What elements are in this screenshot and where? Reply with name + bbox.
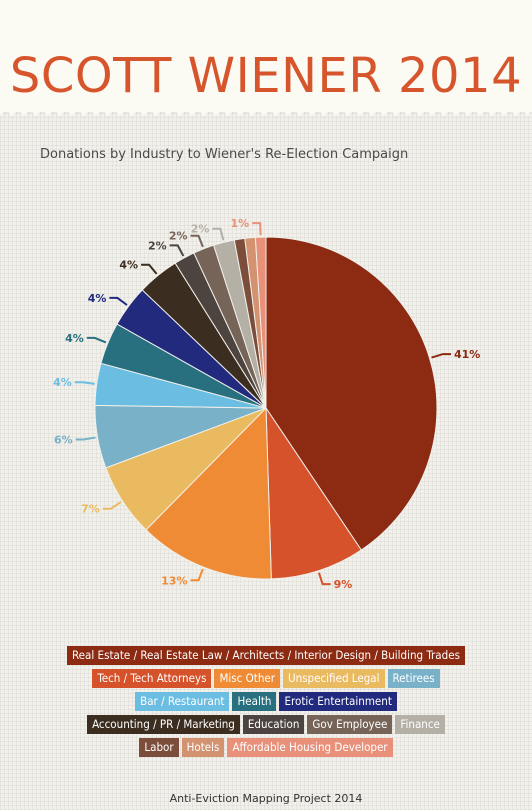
slice-leader-line xyxy=(190,234,204,248)
slice-leader-line xyxy=(190,568,204,582)
slice-percent-label: 9% xyxy=(334,578,353,591)
legend-item: Unspecified Legal xyxy=(283,669,385,688)
slice-leader-line xyxy=(141,263,158,275)
pie-chart: 41%9%13%7%6%4%4%4%4%2%2%2% 1% xyxy=(53,217,480,591)
slice-leader-line xyxy=(74,381,95,385)
banner-zigzag-edge xyxy=(0,108,532,116)
legend-item: Gov Employee xyxy=(307,715,393,734)
slice-percent-label: 1% xyxy=(231,217,250,230)
legend-item: Affordable Housing Developer xyxy=(227,738,393,757)
slice-leader-line xyxy=(212,227,225,241)
legend-item: Tech / Tech Attorneys xyxy=(92,669,212,688)
slice-percent-label: 4% xyxy=(65,332,84,345)
legend-row: Labor Hotels Affordable Housing Developer xyxy=(139,738,393,757)
page-title: SCOTT WIENER 2014 xyxy=(9,48,523,104)
legend-item: Erotic Entertainment xyxy=(279,692,397,711)
slice-leader-line xyxy=(431,353,451,359)
slice-leader-line xyxy=(75,436,96,441)
chart-legend: Real Estate / Real Estate Law / Architec… xyxy=(20,646,512,757)
legend-item: Real Estate / Real Estate Law / Architec… xyxy=(67,646,465,665)
legend-item: Accounting / PR / Marketing xyxy=(87,715,240,734)
header-banner xyxy=(0,0,532,112)
slice-leader-line xyxy=(102,501,122,510)
pie-slice xyxy=(254,236,267,409)
slice-leader-line xyxy=(86,336,107,344)
pie-slice xyxy=(265,236,438,551)
legend-item: Misc Other xyxy=(214,669,281,688)
legend-row: Bar / Restaurant Health Erotic Entertainme… xyxy=(135,692,397,711)
chart-title: Donations by Industry to Wiener's Re-Ele… xyxy=(40,147,409,162)
slice-leader-line xyxy=(169,244,185,257)
slice-percent-label: 4% xyxy=(119,259,138,272)
legend-item: Hotels xyxy=(181,738,225,757)
slice-percent-label: 2% xyxy=(191,223,210,236)
slice-percent-label: 2% xyxy=(169,230,188,243)
legend-row: Tech / Tech Attorneys Misc Other Unspecifi… xyxy=(92,669,440,688)
slice-leader-line xyxy=(317,572,331,586)
legend-row: Accounting / PR / Marketing Education Gov … xyxy=(87,715,445,734)
slice-leader-line xyxy=(109,296,128,306)
legend-item: Finance xyxy=(395,715,445,734)
legend-item: Health xyxy=(232,692,277,711)
slice-percent-label: 6% xyxy=(54,434,73,447)
legend-item: Education xyxy=(242,715,305,734)
slice-percent-label: 4% xyxy=(53,376,72,389)
slice-percent-label: 4% xyxy=(88,292,107,305)
slice-leader-line xyxy=(252,222,262,236)
slice-percent-label: 7% xyxy=(81,503,100,516)
legend-item: Bar / Restaurant xyxy=(135,692,230,711)
legend-row: Real Estate / Real Estate Law / Architec… xyxy=(67,646,465,665)
legend-item: Labor xyxy=(139,738,179,757)
pie-slice xyxy=(265,406,362,580)
footer-credit: Anti-Eviction Mapping Project 2014 xyxy=(169,792,363,805)
legend-item: Retirees xyxy=(387,669,440,688)
pie-slice xyxy=(145,406,272,580)
slice-percent-label: 41% xyxy=(454,348,480,361)
slice-percent-label: 2% xyxy=(148,239,167,252)
slice-percent-label: 13% xyxy=(161,574,187,587)
